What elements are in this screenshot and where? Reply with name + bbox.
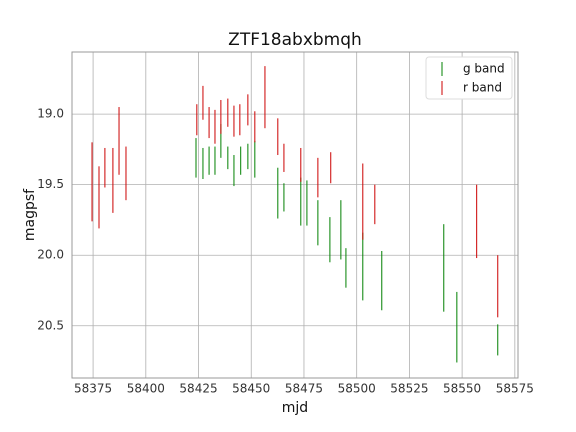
legend-label: g band — [463, 62, 505, 76]
y-axis-label: magpsf — [22, 188, 38, 241]
x-tick-label: 58500 — [338, 382, 376, 396]
y-tick-label: 19.5 — [37, 177, 64, 191]
x-tick-label: 58475 — [285, 382, 323, 396]
y-tick-label: 19.0 — [37, 107, 64, 121]
x-tick-label: 58575 — [496, 382, 534, 396]
plot-frame — [71, 51, 519, 379]
legend-box — [425, 56, 513, 100]
y-tick-label: 20.5 — [37, 318, 64, 332]
x-tick-label: 58450 — [232, 382, 270, 396]
x-axis-label: mjd — [282, 400, 308, 416]
x-tick-label: 58375 — [74, 382, 112, 396]
y-tick-label: 20.0 — [37, 248, 64, 262]
x-tick-label: 58525 — [390, 382, 428, 396]
legend-label: r band — [463, 81, 502, 95]
x-tick-label: 58425 — [179, 382, 217, 396]
x-tick-label: 58400 — [127, 382, 165, 396]
x-tick-label: 58550 — [443, 382, 481, 396]
chart-title: ZTF18abxbmqh — [228, 30, 362, 50]
